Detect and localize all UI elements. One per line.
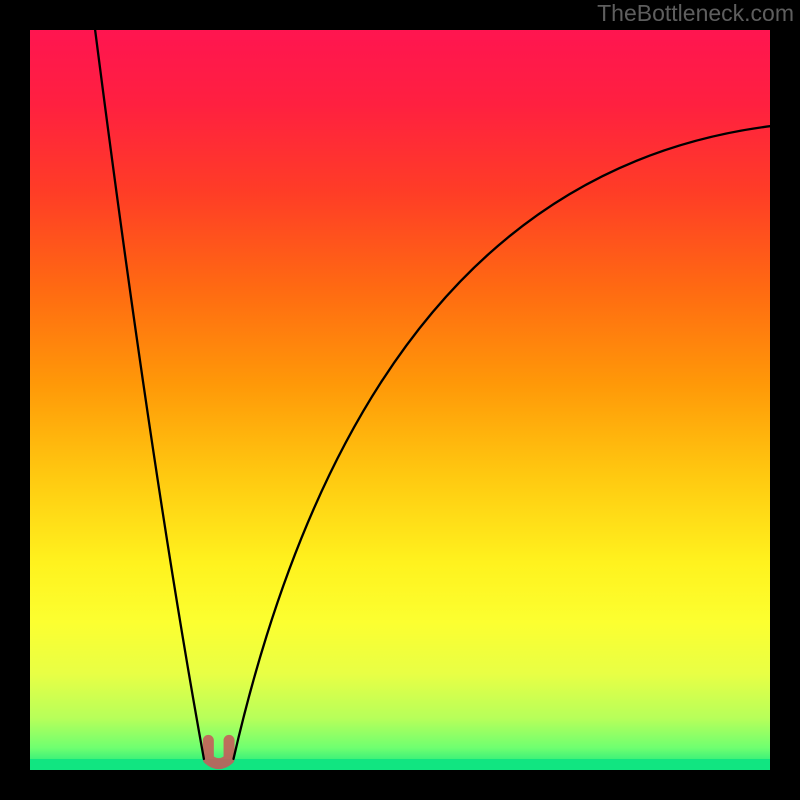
valley-marker — [208, 740, 229, 763]
curve-right — [234, 126, 771, 759]
plot-area — [30, 30, 770, 770]
curve-left — [95, 30, 204, 759]
curve-layer — [30, 30, 770, 770]
watermark-text: TheBottleneck.com — [597, 0, 794, 27]
chart-container: TheBottleneck.com — [0, 0, 800, 800]
